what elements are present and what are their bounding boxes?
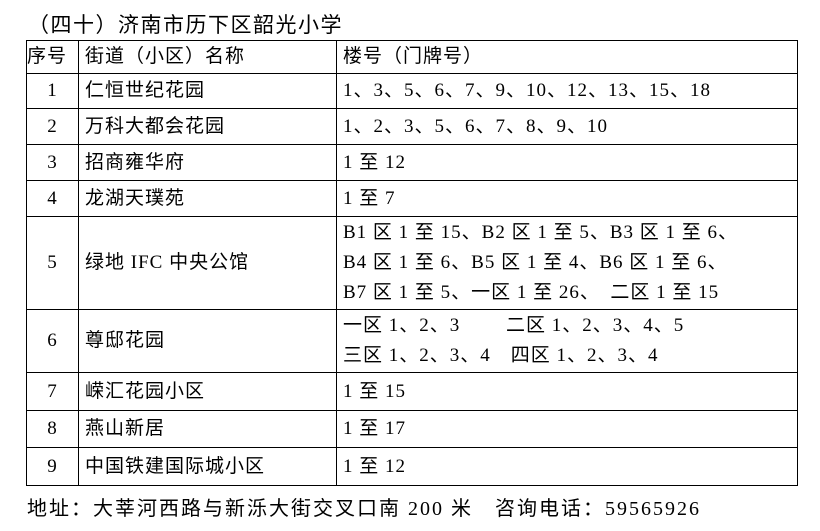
community-name: 中国铁建国际城小区 <box>78 447 337 486</box>
column-header-buildings: 楼号（门牌号） <box>336 40 798 74</box>
building-numbers: 1、3、5、6、7、9、10、12、13、15、18 <box>336 73 798 109</box>
table-row: 7 嵘汇花园小区 1 至 15 <box>26 372 798 411</box>
community-name: 仁恒世纪花园 <box>78 73 337 109</box>
table-row: 2 万科大都会花园 1、2、3、5、6、7、8、9、10 <box>26 108 798 145</box>
page-title: （四十）济南市历下区韶光小学 <box>28 13 343 37</box>
row-no: 2 <box>26 108 79 145</box>
row-no: 1 <box>26 73 79 109</box>
table-header-row: 序号 街道（小区）名称 楼号（门牌号） <box>26 40 798 74</box>
residence-table: 序号 街道（小区）名称 楼号（门牌号） 1 仁恒世纪花园 1、3、5、6、7、9… <box>26 40 798 486</box>
community-name: 嵘汇花园小区 <box>78 372 337 411</box>
table-row: 6 尊邸花园 一区 1、2、3 二区 1、2、3、4、5 三区 1、2、3、4 … <box>26 309 798 373</box>
building-numbers: 1 至 7 <box>336 180 798 217</box>
table-row: 1 仁恒世纪花园 1、3、5、6、7、9、10、12、13、15、18 <box>26 73 798 109</box>
community-name: 万科大都会花园 <box>78 108 337 145</box>
row-no: 5 <box>26 216 79 310</box>
community-name: 绿地 IFC 中央公馆 <box>78 216 337 310</box>
column-header-name: 街道（小区）名称 <box>78 40 337 74</box>
row-no: 9 <box>26 447 79 486</box>
footer-note: 地址：大莘河西路与新泺大街交叉口南 200 米咨询电话：59565926 <box>27 492 701 521</box>
building-numbers: B1 区 1 至 15、B2 区 1 至 5、B3 区 1 至 6、 B4 区 … <box>336 216 798 310</box>
table-row: 8 燕山新居 1 至 17 <box>26 410 798 448</box>
row-no: 8 <box>26 410 79 448</box>
row-no: 7 <box>26 372 79 411</box>
community-name: 招商雍华府 <box>78 144 337 181</box>
row-no: 3 <box>26 144 79 181</box>
community-name: 燕山新居 <box>78 410 337 448</box>
building-numbers: 1、2、3、5、6、7、8、9、10 <box>336 108 798 145</box>
address-text: 地址：大莘河西路与新泺大街交叉口南 200 米 <box>27 498 473 520</box>
building-numbers: 一区 1、2、3 二区 1、2、3、4、5 三区 1、2、3、4 四区 1、2、… <box>336 309 798 373</box>
phone-text: 咨询电话：59565926 <box>495 498 701 520</box>
row-no: 6 <box>26 309 79 373</box>
community-name: 尊邸花园 <box>78 309 337 373</box>
column-header-no: 序号 <box>26 40 79 74</box>
community-name: 龙湖天璞苑 <box>78 180 337 217</box>
table-row: 9 中国铁建国际城小区 1 至 12 <box>26 447 798 486</box>
building-numbers: 1 至 17 <box>336 410 798 448</box>
row-no: 4 <box>26 180 79 217</box>
table-row: 4 龙湖天璞苑 1 至 7 <box>26 180 798 217</box>
building-numbers: 1 至 12 <box>336 144 798 181</box>
table-row: 3 招商雍华府 1 至 12 <box>26 144 798 181</box>
building-numbers: 1 至 12 <box>336 447 798 486</box>
building-numbers: 1 至 15 <box>336 372 798 411</box>
table-row: 5 绿地 IFC 中央公馆 B1 区 1 至 15、B2 区 1 至 5、B3 … <box>26 216 798 310</box>
